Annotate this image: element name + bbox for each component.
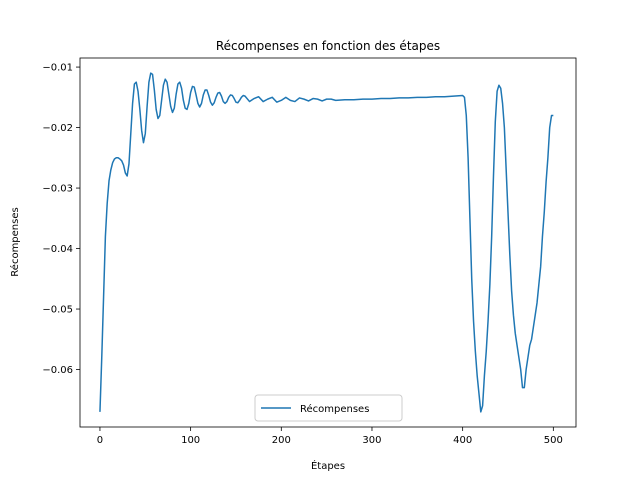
chart-title: Récompenses en fonction des étapes xyxy=(216,39,440,53)
y-tick-label: −0.06 xyxy=(42,365,73,376)
x-tick-label: 300 xyxy=(362,435,381,446)
x-axis-label: Étapes xyxy=(311,459,345,472)
series-line-recompenses xyxy=(99,72,554,413)
x-tick-label: 500 xyxy=(544,435,563,446)
x-tick-label: 200 xyxy=(272,435,291,446)
plot-area xyxy=(99,72,554,413)
y-tick-label: −0.04 xyxy=(42,244,73,255)
legend-box xyxy=(254,394,403,422)
x-tick-label: 0 xyxy=(97,435,103,446)
x-tick-label: 100 xyxy=(181,435,200,446)
x-axis: 0 100 200 300 400 500 xyxy=(97,427,563,446)
legend: Récompenses xyxy=(254,394,403,422)
legend-label: Récompenses xyxy=(300,403,369,415)
y-tick-label: −0.03 xyxy=(42,184,73,195)
axes-frame xyxy=(79,57,577,428)
x-tick-label: 400 xyxy=(453,435,472,446)
y-axis-label: Récompenses xyxy=(9,207,21,276)
y-axis: −0.01 −0.02 −0.03 −0.04 −0.05 −0.06 xyxy=(42,63,80,376)
y-tick-label: −0.05 xyxy=(42,305,73,316)
y-tick-label: −0.01 xyxy=(42,63,73,74)
y-tick-label: −0.02 xyxy=(42,123,73,134)
